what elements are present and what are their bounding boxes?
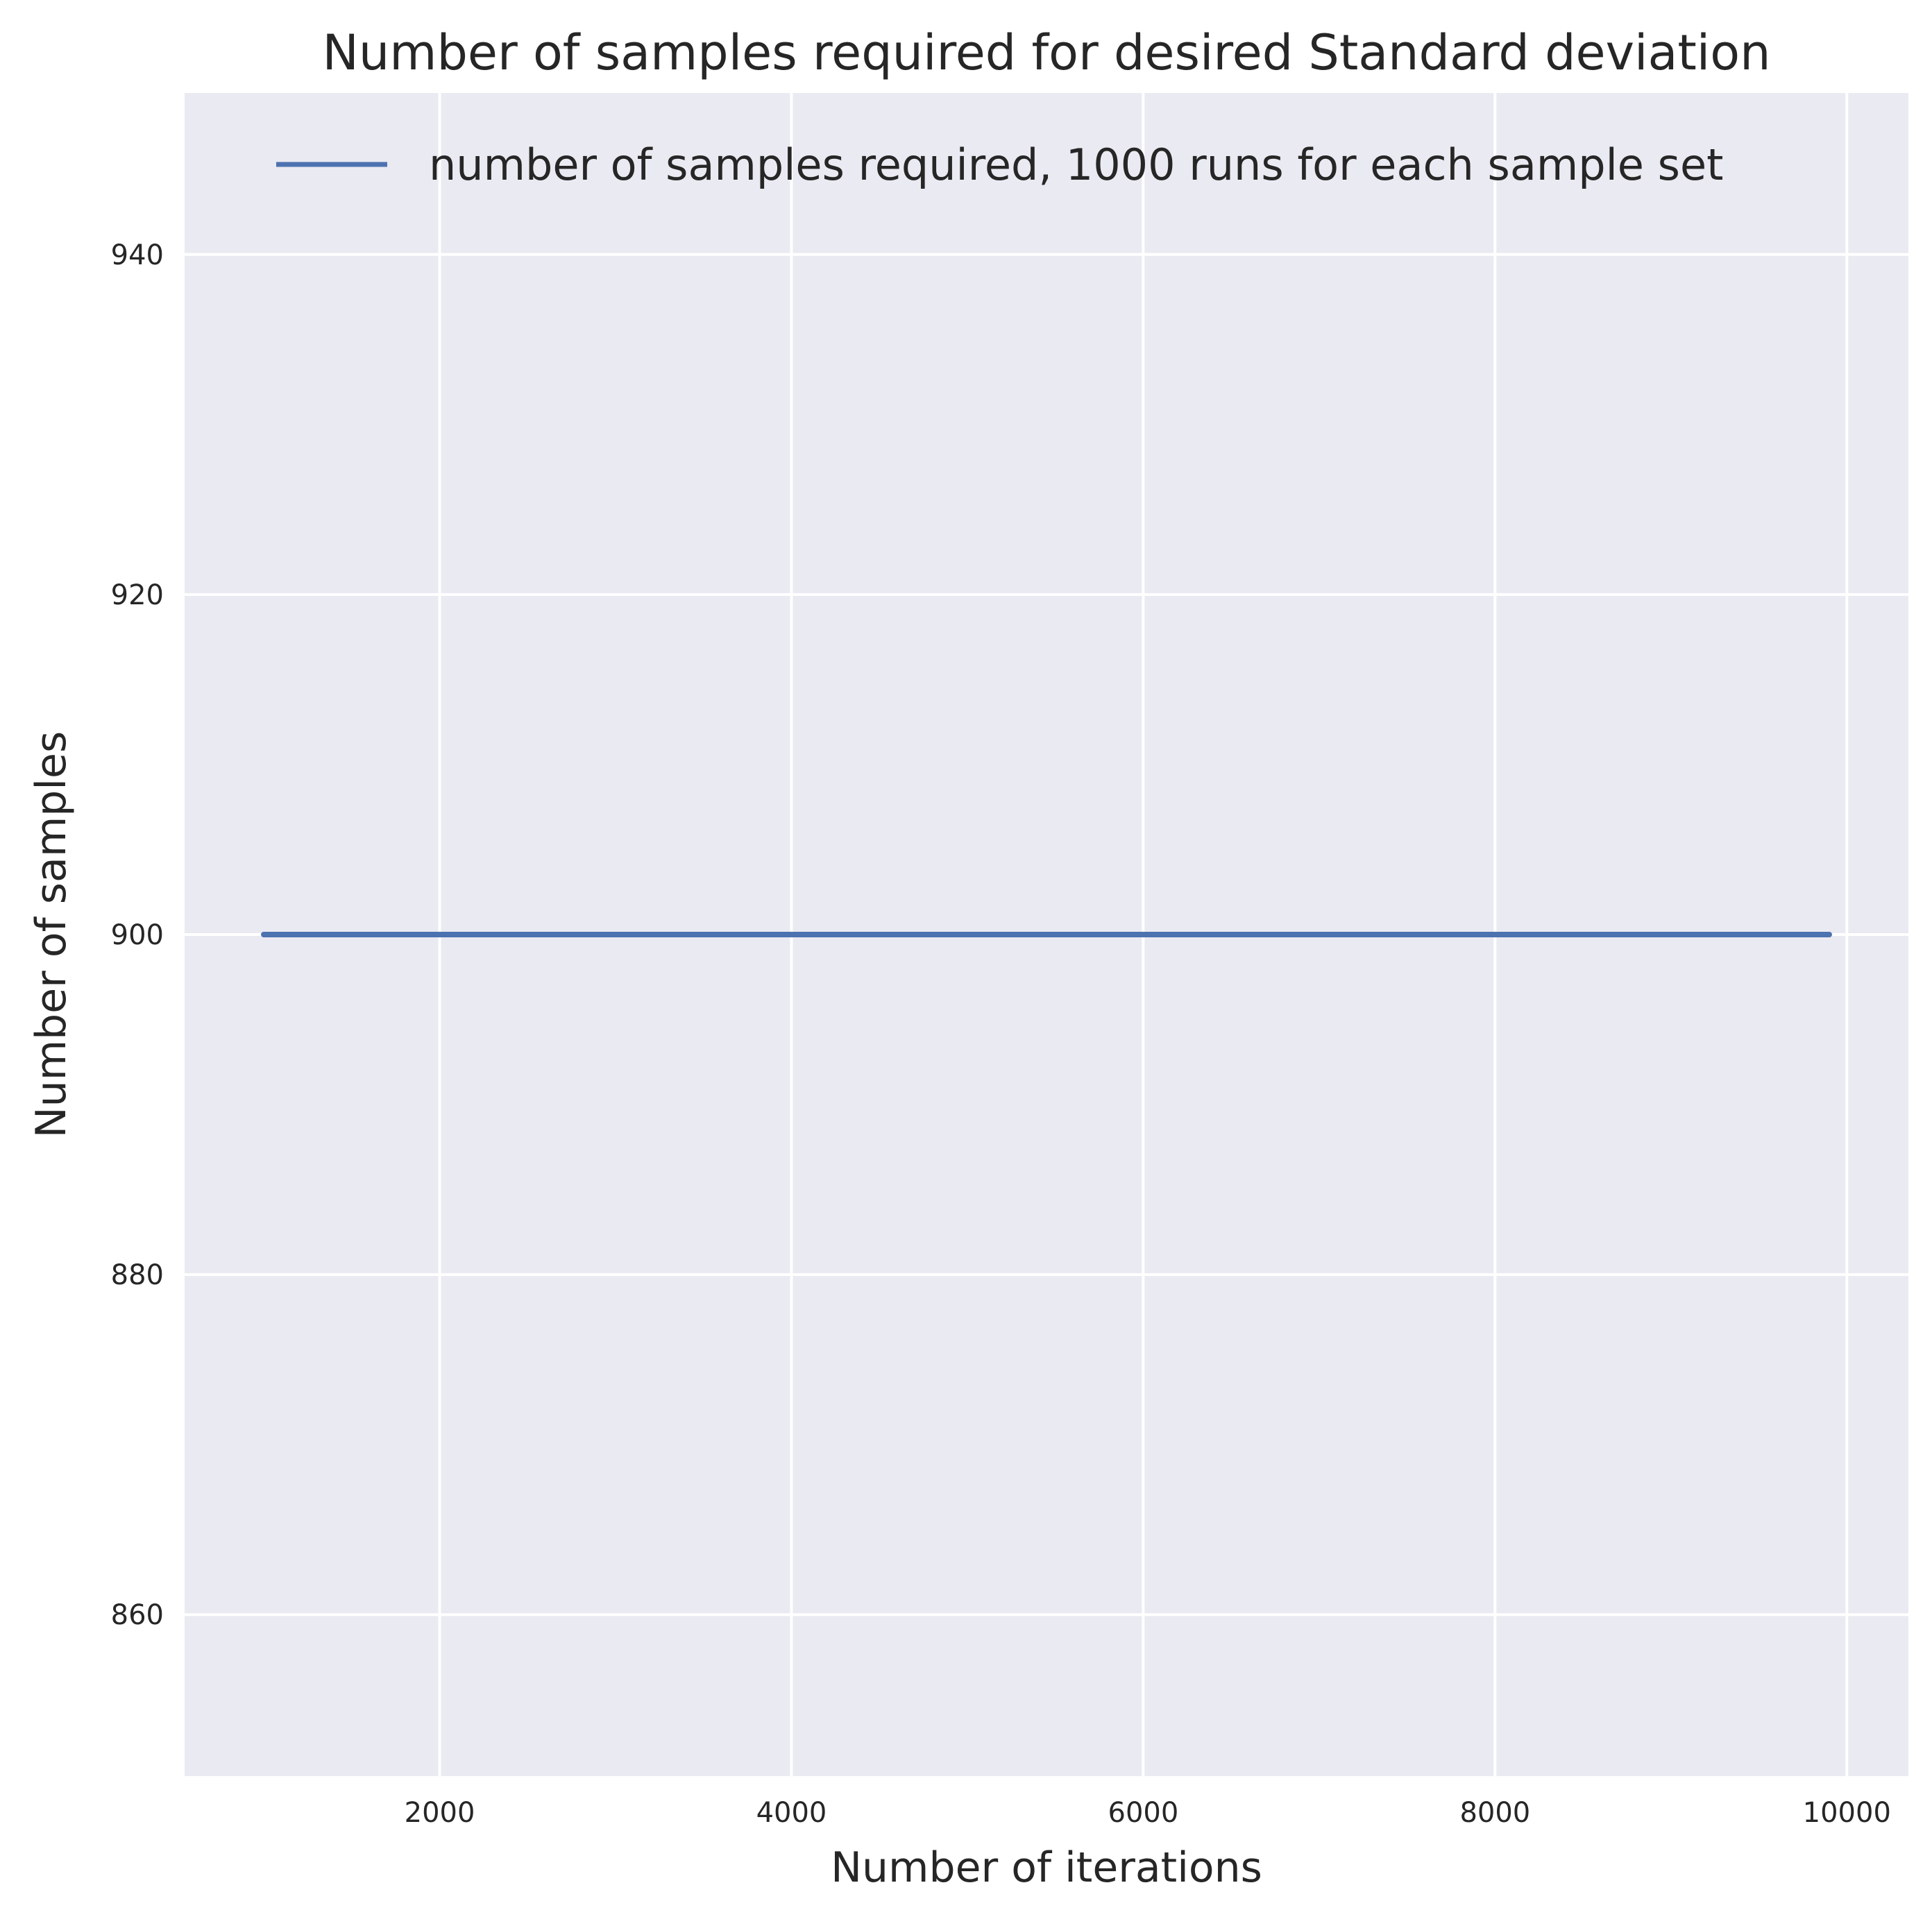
x-tick-label: 10000: [1803, 1797, 1891, 1829]
legend-entry-label: number of samples required, 1000 runs fo…: [429, 139, 1723, 190]
x-axis-label: Number of iterations: [831, 1843, 1262, 1892]
x-tick-labels: 2000 4000 6000 8000 10000: [405, 1797, 1891, 1829]
x-tick-label: 8000: [1459, 1797, 1530, 1829]
y-tick-label: 860: [111, 1599, 164, 1631]
y-tick-labels: 860 880 900 920 940: [111, 239, 164, 1631]
chart-title: Number of samples required for desired S…: [323, 24, 1771, 81]
y-tick-label: 940: [111, 239, 164, 271]
legend: number of samples required, 1000 runs fo…: [276, 139, 1723, 190]
y-axis-label: Number of samples: [27, 731, 76, 1138]
y-tick-label: 900: [111, 919, 164, 951]
x-tick-label: 6000: [1108, 1797, 1179, 1829]
y-tick-label: 880: [111, 1259, 164, 1291]
y-tick-label: 920: [111, 579, 164, 611]
x-tick-label: 2000: [405, 1797, 475, 1829]
x-tick-label: 4000: [756, 1797, 827, 1829]
